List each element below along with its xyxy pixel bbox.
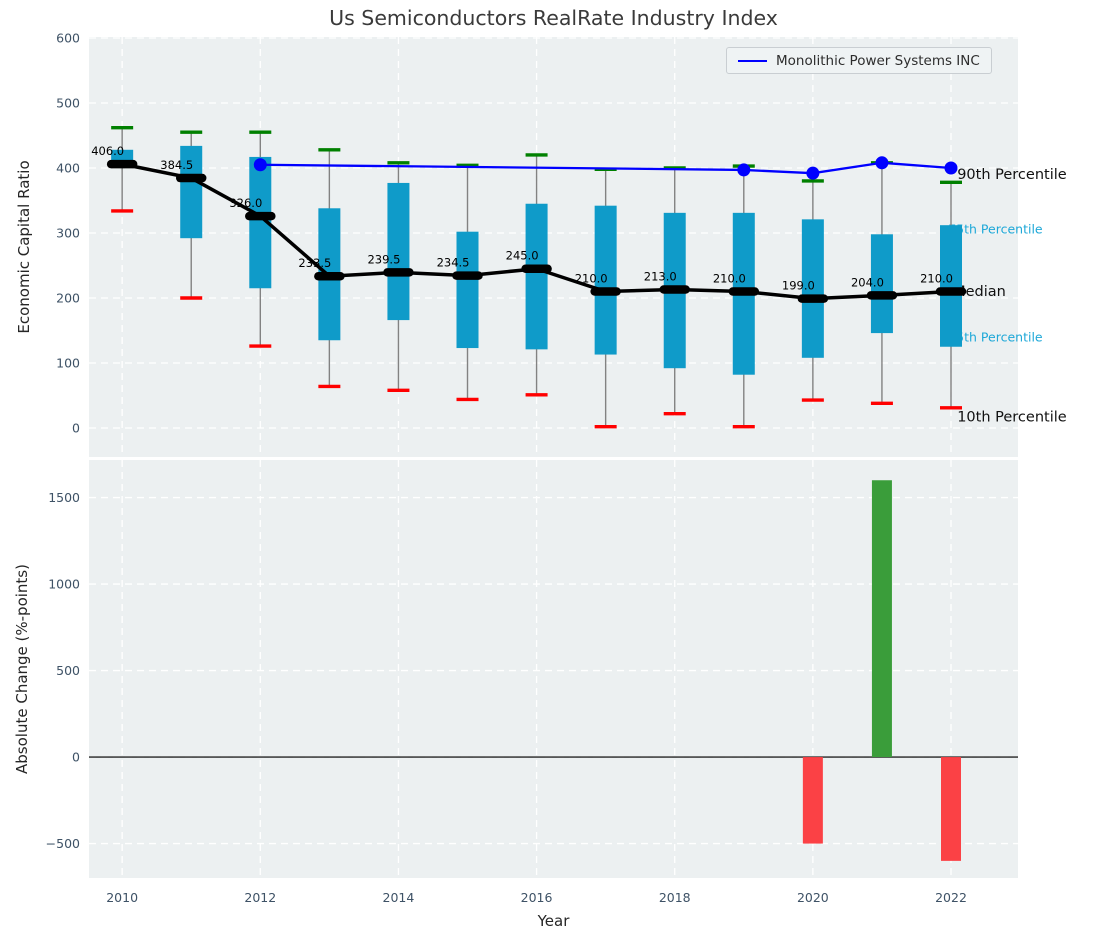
company-point — [737, 163, 751, 177]
change-bars — [802, 480, 962, 861]
y-tick-label: 0 — [72, 421, 80, 436]
median-label: 213.0 — [644, 270, 677, 284]
iqr-box — [870, 234, 893, 334]
y-tick-label: 200 — [56, 290, 80, 305]
x-tick-label: 2016 — [521, 890, 553, 905]
annotation-10th-percentile: 10th Percentile — [957, 410, 1067, 426]
change-bar-2020 — [802, 757, 823, 844]
iqr-box — [801, 219, 824, 358]
y-tick-label: 500 — [56, 95, 80, 110]
median-label: 239.5 — [367, 252, 400, 266]
x-tick-label: 2010 — [106, 890, 138, 905]
change-bar-2021 — [871, 480, 892, 758]
iqr-box — [249, 156, 272, 289]
y-tick-label: 1000 — [48, 577, 80, 592]
x-tick-label: 2020 — [797, 890, 829, 905]
iqr-box — [456, 231, 479, 349]
median-label: 210.0 — [575, 271, 608, 285]
iqr-box — [387, 182, 410, 321]
median-label: 234.5 — [437, 256, 470, 270]
x-tick-label: 2018 — [659, 890, 691, 905]
y-tick-label: 600 — [56, 30, 80, 45]
x-tick-label: 2022 — [935, 890, 967, 905]
company-point — [944, 161, 958, 175]
median-markers — [106, 159, 967, 303]
median-label: 384.5 — [160, 158, 193, 172]
top-axes-yticklabels: 0 100 200 300 400 500 600 — [56, 30, 80, 435]
median-label: 210.0 — [713, 271, 746, 285]
legend-line-swatch — [738, 59, 767, 62]
y-tick-label: 100 — [56, 356, 80, 371]
company-line-markers — [253, 156, 958, 180]
bottom-axes-yticklabels: −500 0 500 1000 1500 — [46, 490, 80, 851]
chart-title: Us Semiconductors RealRate Industry Inde… — [329, 6, 778, 30]
bottom-axes-background — [89, 460, 1018, 878]
x-tick-label: 2012 — [244, 890, 276, 905]
company-point — [253, 158, 267, 172]
y-tick-label: 0 — [72, 750, 80, 765]
y-tick-label: 500 — [56, 663, 80, 678]
top-axes-background — [89, 37, 1018, 457]
y-tick-label: −500 — [46, 836, 80, 851]
annotation-90th-percentile: 90th Percentile — [957, 167, 1067, 183]
iqr-box — [940, 225, 963, 347]
median-label: 326.0 — [229, 196, 262, 210]
median-label: 199.0 — [782, 279, 815, 293]
iqr-box — [594, 205, 617, 355]
y-tick-label: 400 — [56, 160, 80, 175]
top-y-axis-label: Economic Capital Ratio — [15, 160, 33, 334]
y-tick-label: 1500 — [48, 490, 80, 505]
annotation-25th-percentile: 25th Percentile — [948, 330, 1043, 345]
x-axis-label: Year — [537, 912, 570, 930]
legend-label: Monolithic Power Systems INC — [776, 52, 980, 69]
median-label: 204.0 — [851, 275, 884, 289]
bottom-y-axis-label: Absolute Change (%-points) — [13, 564, 31, 774]
percentile-annotations: 90th Percentile 75th Percentile Median 25th… — [948, 167, 1067, 425]
company-point — [875, 156, 889, 170]
company-point — [806, 166, 820, 180]
x-tick-labels: 2010 2012 2014 2016 2018 2020 2022 — [106, 890, 967, 905]
annotation-75th-percentile: 75th Percentile — [948, 222, 1043, 237]
annotation-median: Median — [953, 284, 1006, 300]
median-label: 406.0 — [91, 144, 124, 158]
iqr-box — [180, 145, 203, 239]
x-tick-label: 2014 — [383, 890, 415, 905]
y-tick-label: 300 — [56, 225, 80, 240]
median-label: 245.0 — [506, 249, 539, 263]
median-label: 210.0 — [920, 271, 953, 285]
iqr-box — [525, 203, 548, 350]
change-bar-2022 — [941, 757, 962, 861]
legend: Monolithic Power Systems INC — [726, 47, 992, 74]
